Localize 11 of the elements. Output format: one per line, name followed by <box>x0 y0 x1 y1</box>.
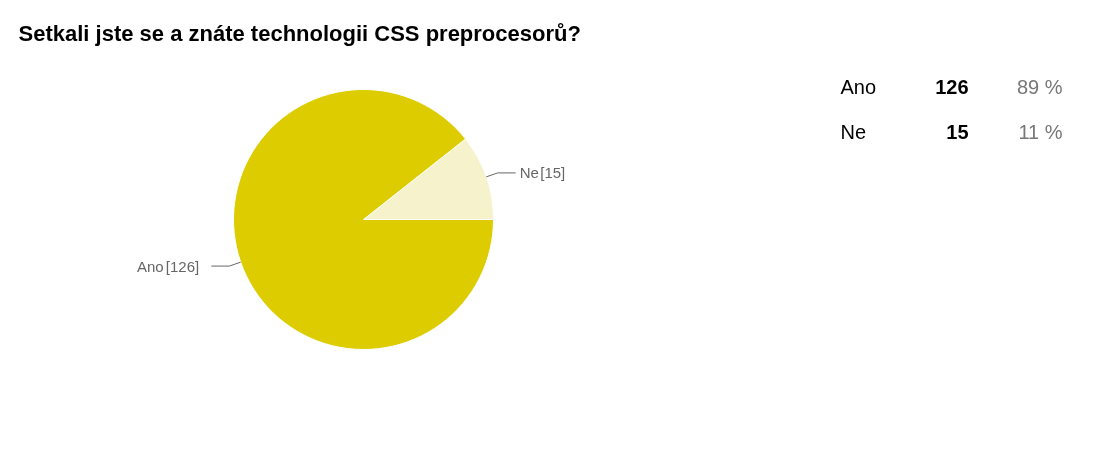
text: Ne <box>840 120 867 143</box>
text: Ano <box>840 75 877 98</box>
chart-title: Setkali jste se a znáte technologii CSS preprocesorů? <box>18 21 581 46</box>
text: 11 % <box>1018 120 1063 143</box>
slice-label: Ne <box>519 164 539 182</box>
data-label: [126] <box>165 257 200 275</box>
slice-label: Ano <box>136 257 164 275</box>
text: 126 <box>935 75 969 98</box>
text: 89 % <box>1016 75 1063 98</box>
text: 15 <box>946 120 969 143</box>
data-label: [15] <box>540 164 566 182</box>
